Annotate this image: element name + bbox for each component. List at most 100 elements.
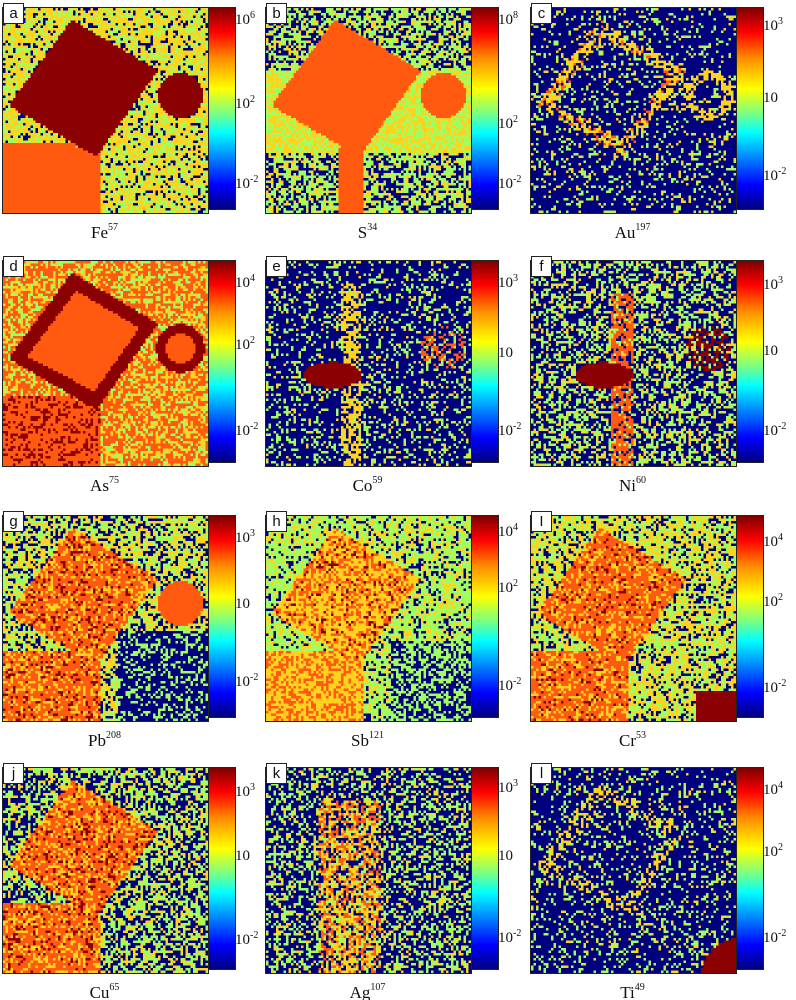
panel-letter: j [3,763,24,784]
element-label: Cr53 [619,730,646,750]
tick-mid: 10 [235,596,250,612]
colorbar [736,767,764,970]
concentration-map [2,260,209,467]
tick-high: 106 [235,10,255,28]
map-canvas [266,768,471,973]
colorbar [471,515,499,718]
tick-high: 108 [498,10,518,28]
colorbar [736,515,764,718]
element-label: Sb121 [351,730,384,750]
element-label: Au197 [614,222,651,242]
colorbar [736,7,764,210]
element-label: As75 [90,475,119,495]
tick-low: 10-2 [498,676,522,694]
panel-letter: e [266,256,287,277]
tick-low: 10-2 [498,421,522,439]
tick-mid: 10 [498,848,513,864]
panel-e: e 103 10 10-2 Co59 [265,255,530,503]
tick-low: 10-2 [763,928,787,946]
concentration-map [530,260,737,467]
map-canvas [531,768,736,973]
element-label: Ni60 [619,475,646,495]
map-canvas [531,261,736,466]
panel-k: k 103 10 10-2 Ag107 [265,762,530,1000]
tick-mid: 102 [235,94,255,112]
tick-mid: 102 [235,335,255,353]
tick-mid: 102 [498,578,518,596]
panel-g: g 103 10 10-2 Pb208 [2,510,267,758]
panel-d: d 104 102 10-2 As75 [2,255,267,503]
panel-letter: a [3,3,24,24]
colorbar [471,7,499,210]
tick-high: 103 [763,16,783,34]
element-label: Cu65 [89,982,120,1000]
concentration-map [2,515,209,722]
map-canvas [266,516,471,721]
panel-letter: g [3,511,24,532]
tick-mid: 102 [498,114,518,132]
panel-l: l 104 102 10-2 Ti49 [530,762,795,1000]
colorbar [208,260,236,463]
map-canvas [3,261,208,466]
element-label: Fe57 [91,222,118,242]
tick-low: 10-2 [235,930,259,948]
element-label: Co59 [352,475,383,495]
map-canvas [3,768,208,973]
concentration-map [2,7,209,214]
panel-letter: b [266,3,287,24]
map-canvas [531,8,736,213]
panel-b: b 108 102 10-2 S34 [265,2,530,250]
tick-low: 10-2 [498,928,522,946]
tick-low: 10-2 [763,421,787,439]
map-canvas [266,261,471,466]
colorbar [208,7,236,210]
tick-high: 104 [498,522,518,540]
tick-high: 104 [235,273,255,291]
concentration-map [530,515,737,722]
panel-j: j 103 10 10-2 Cu65 [2,762,267,1000]
tick-mid: 102 [763,842,783,860]
tick-high: 104 [763,780,783,798]
tick-high: 104 [763,532,783,550]
panel-h: h 104 102 10-2 Sb121 [265,510,530,758]
panel-c: c 103 10 10-2 Au197 [530,2,795,250]
tick-high: 103 [498,273,518,291]
concentration-map [265,515,472,722]
concentration-map [530,7,737,214]
tick-low: 10-2 [235,672,259,690]
tick-high: 103 [235,528,255,546]
tick-low: 10-2 [235,421,259,439]
colorbar [208,767,236,970]
element-label: Ag107 [349,982,386,1000]
panel-letter: c [531,3,552,24]
tick-low: 10-2 [498,174,522,192]
tick-mid: 10 [763,90,778,106]
concentration-map [265,767,472,974]
colorbar [471,260,499,463]
tick-mid: 102 [763,592,783,610]
colorbar [736,260,764,463]
element-label: Ti49 [620,982,645,1000]
tick-mid: 10 [763,343,778,359]
map-canvas [3,8,208,213]
colorbar [208,515,236,718]
map-canvas [3,516,208,721]
concentration-map [265,260,472,467]
panel-letter: I [531,511,552,532]
panel-f: f 103 10 10-2 Ni60 [530,255,795,503]
tick-high: 103 [498,778,518,796]
element-label: S34 [357,222,378,242]
panel-letter: h [266,511,287,532]
tick-low: 10-2 [235,174,259,192]
tick-low: 10-2 [763,166,787,184]
map-canvas [266,8,471,213]
tick-mid: 10 [235,848,250,864]
colorbar [471,767,499,970]
tick-high: 103 [235,782,255,800]
panel-letter: f [531,256,552,277]
tick-high: 103 [763,275,783,293]
concentration-map [2,767,209,974]
element-label: Pb208 [88,730,121,750]
panel-letter: l [531,763,552,784]
